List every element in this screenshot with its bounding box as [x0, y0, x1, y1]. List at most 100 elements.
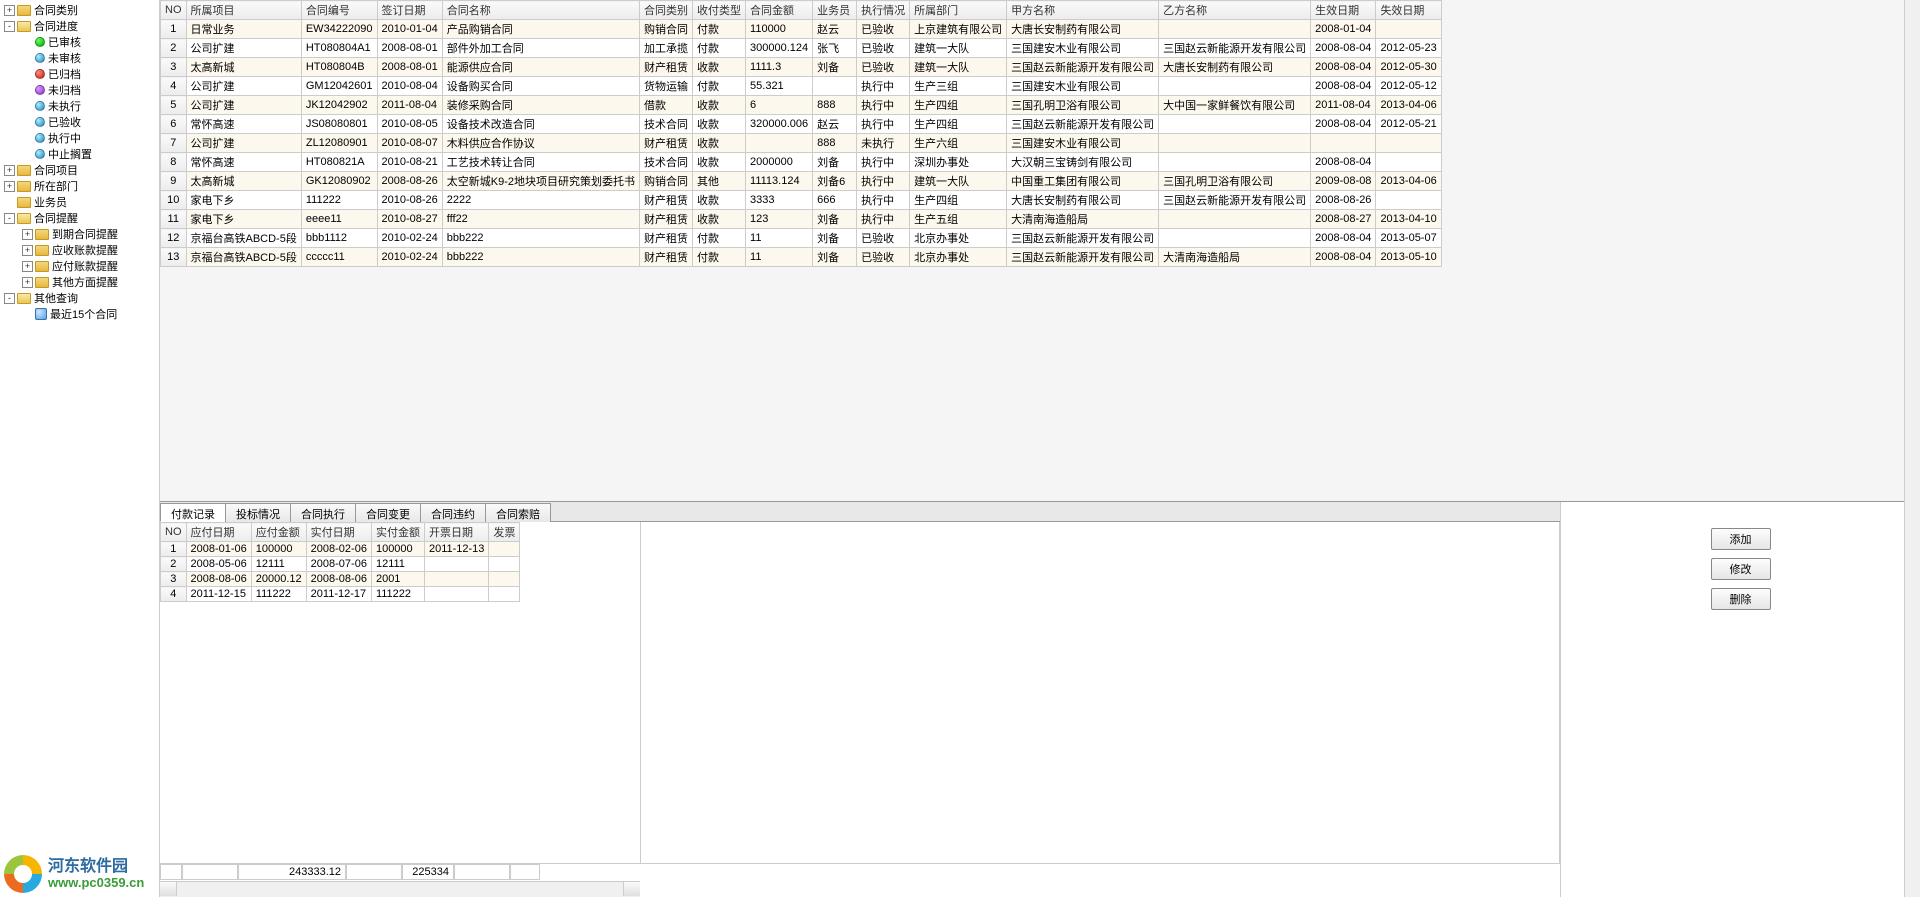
cell [1159, 77, 1311, 96]
tree-node[interactable]: +应收账款提醒 [0, 242, 159, 258]
expander-icon[interactable]: + [22, 261, 33, 272]
tree-node[interactable]: + 所在部门 [0, 178, 159, 194]
table-row[interactable]: 22008-05-06121112008-07-0612111 [161, 557, 520, 572]
tree-node[interactable]: +最近15个合同 [0, 306, 159, 322]
add-button[interactable]: 添加 [1711, 528, 1771, 550]
cell: 北京办事处 [910, 229, 1007, 248]
table-row[interactable]: 8常怀高速HT080821A2010-08-21工艺技术转让合同技术合同收款20… [161, 153, 1442, 172]
table-row[interactable]: 10家电下乡1112222010-08-262222财产租赁收款3333666执… [161, 191, 1442, 210]
col-a1[interactable]: 应付金额 [251, 523, 306, 542]
tree-node[interactable]: +合同类别 [0, 2, 159, 18]
tree-node[interactable]: +到期合同提醒 [0, 226, 159, 242]
expander-icon[interactable]: - [4, 213, 15, 224]
col-no[interactable]: NO [161, 523, 187, 542]
expander-icon[interactable]: + [22, 277, 33, 288]
table-row[interactable]: 4公司扩建GM120426012010-08-04设备购买合同货物运输付款55.… [161, 77, 1442, 96]
tree-node[interactable]: +未审核 [0, 50, 159, 66]
col-dept[interactable]: 所属部门 [910, 1, 1007, 20]
contracts-table[interactable]: NO所属项目合同编号签订日期合同名称合同类别收付类型合同金额业务员执行情况所属部… [160, 0, 1442, 267]
col-proj[interactable]: 所属项目 [186, 1, 301, 20]
col-b[interactable]: 乙方名称 [1159, 1, 1311, 20]
tree-label: 所在部门 [34, 178, 78, 194]
tree-node[interactable]: +其他方面提醒 [0, 274, 159, 290]
tree-node[interactable]: +执行中 [0, 130, 159, 146]
tree-node[interactable]: +已验收 [0, 114, 159, 130]
cell: 2010-02-24 [377, 229, 442, 248]
horizontal-scrollbar[interactable] [160, 881, 640, 897]
col-a[interactable]: 甲方名称 [1007, 1, 1159, 20]
expander-icon[interactable]: + [22, 245, 33, 256]
tree-node[interactable]: +业务员 [0, 194, 159, 210]
cell: 公司扩建 [186, 134, 301, 153]
tree-node[interactable]: -合同提醒 [0, 210, 159, 226]
cell: 大中国一家鲜餐饮有限公司 [1159, 96, 1311, 115]
tab-4[interactable]: 合同违约 [420, 503, 486, 522]
col-type[interactable]: 合同类别 [640, 1, 693, 20]
expander-icon[interactable]: + [4, 165, 15, 176]
col-d3[interactable]: 开票日期 [424, 523, 488, 542]
col-no[interactable]: NO [161, 1, 187, 20]
delete-button[interactable]: 删除 [1711, 588, 1771, 610]
cell: 三国孔明卫浴有限公司 [1159, 172, 1311, 191]
edit-button[interactable]: 修改 [1711, 558, 1771, 580]
tree-node[interactable]: -其他查询 [0, 290, 159, 306]
tree-node[interactable]: +应付账款提醒 [0, 258, 159, 274]
tree-node[interactable]: +已归档 [0, 66, 159, 82]
vertical-scrollbar[interactable] [1904, 0, 1920, 897]
table-row[interactable]: 9太高新城GK120809022008-08-26太空新城K9-2地块项目研究策… [161, 172, 1442, 191]
tree-node[interactable]: +未执行 [0, 98, 159, 114]
expander-icon[interactable]: + [22, 229, 33, 240]
col-stat[interactable]: 执行情况 [857, 1, 910, 20]
expander-icon[interactable]: + [4, 181, 15, 192]
col-d2[interactable]: 实付日期 [306, 523, 371, 542]
tab-0[interactable]: 付款记录 [160, 503, 226, 522]
tree-node[interactable]: +合同项目 [0, 162, 159, 178]
tree-label: 已审核 [48, 34, 81, 50]
table-row[interactable]: 42011-12-151112222011-12-17111222 [161, 587, 520, 602]
col-name[interactable]: 合同名称 [442, 1, 639, 20]
tree-node[interactable]: +未归档 [0, 82, 159, 98]
table-row[interactable]: 12京福台高铁ABCD-5段bbb11122010-02-24bbb222财产租… [161, 229, 1442, 248]
col-inv[interactable]: 发票 [489, 523, 520, 542]
tab-3[interactable]: 合同变更 [355, 503, 421, 522]
col-amt[interactable]: 合同金额 [746, 1, 813, 20]
cell: 公司扩建 [186, 77, 301, 96]
cell: 生产六组 [910, 134, 1007, 153]
table-row[interactable]: 2公司扩建HT080804A12008-08-01部件外加工合同加工承揽付款30… [161, 39, 1442, 58]
table-row[interactable]: 12008-01-061000002008-02-061000002011-12… [161, 542, 520, 557]
cell: 三国赵云新能源开发有限公司 [1007, 115, 1159, 134]
table-row[interactable]: 5公司扩建JK120429022011-08-04装修采购合同借款收款6888执… [161, 96, 1442, 115]
col-sales[interactable]: 业务员 [813, 1, 857, 20]
expander-icon[interactable]: + [4, 5, 15, 16]
expander-icon[interactable]: - [4, 21, 15, 32]
expander-icon[interactable]: - [4, 293, 15, 304]
cell: 生产三组 [910, 77, 1007, 96]
col-eff[interactable]: 生效日期 [1311, 1, 1376, 20]
tree-node[interactable]: +中止搁置 [0, 146, 159, 162]
cell: 京福台高铁ABCD-5段 [186, 229, 301, 248]
tab-2[interactable]: 合同执行 [290, 503, 356, 522]
table-row[interactable]: 11家电下乡eeee112010-08-27fff22财产租赁收款123刘备执行… [161, 210, 1442, 229]
col-exp[interactable]: 失效日期 [1376, 1, 1441, 20]
table-row[interactable]: 1日常业务EW342220902010-01-04产品购销合同购销合同付款110… [161, 20, 1442, 39]
tab-5[interactable]: 合同索赔 [485, 503, 551, 522]
tree-node[interactable]: +已审核 [0, 34, 159, 50]
cell [1159, 153, 1311, 172]
cell: 财产租赁 [640, 248, 693, 267]
cell: 财产租赁 [640, 58, 693, 77]
tab-1[interactable]: 投标情况 [225, 503, 291, 522]
col-pay[interactable]: 收付类型 [693, 1, 746, 20]
payment-table[interactable]: NO应付日期应付金额实付日期实付金额开票日期发票12008-01-0610000… [160, 522, 520, 602]
table-row[interactable]: 7公司扩建ZL120809012010-08-07木料供应合作协议财产租赁收款8… [161, 134, 1442, 153]
tree-node[interactable]: -合同进度 [0, 18, 159, 34]
col-sign[interactable]: 签订日期 [377, 1, 442, 20]
table-row[interactable]: 13京福台高铁ABCD-5段ccccc112010-02-24bbb222财产租… [161, 248, 1442, 267]
col-d1[interactable]: 应付日期 [186, 523, 251, 542]
table-row[interactable]: 32008-08-0620000.122008-08-062001 [161, 572, 520, 587]
col-a2[interactable]: 实付金额 [371, 523, 424, 542]
cell: 100000 [251, 542, 306, 557]
footer-sum1: 243333.12 [238, 864, 346, 880]
table-row[interactable]: 6常怀高速JS080808012010-08-05设备技术改造合同技术合同收款3… [161, 115, 1442, 134]
col-code[interactable]: 合同编号 [301, 1, 377, 20]
table-row[interactable]: 3太高新城HT080804B2008-08-01能源供应合同财产租赁收款1111… [161, 58, 1442, 77]
